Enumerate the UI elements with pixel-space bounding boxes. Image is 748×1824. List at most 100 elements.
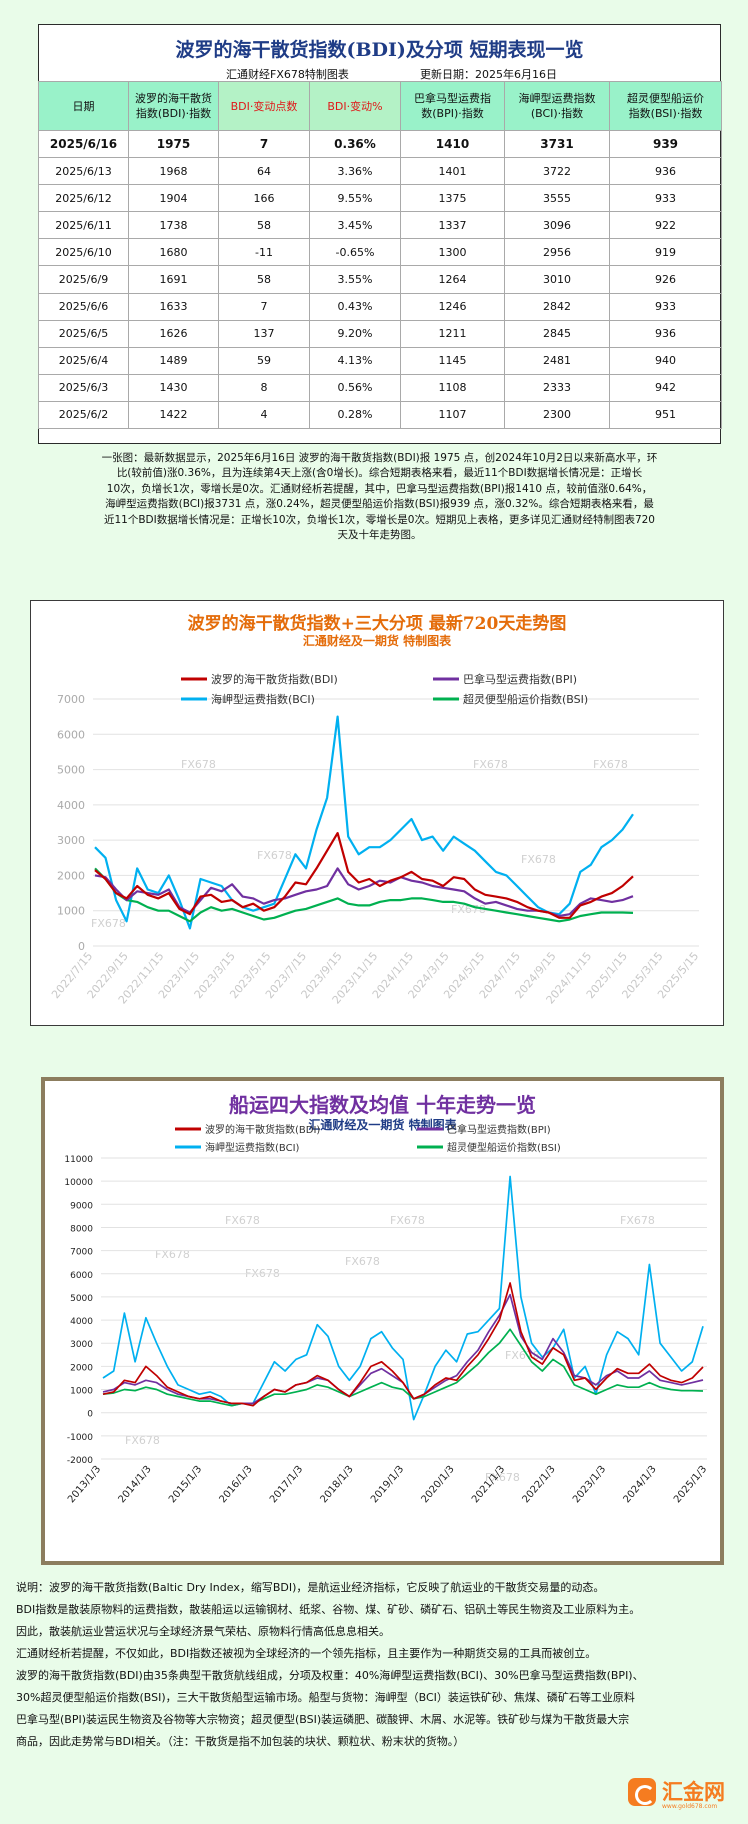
chart2-x-tick-label: 2020/1/3 <box>419 1464 456 1505</box>
footer-paragraph: 波罗的海干散货指数(BDI)由35条典型干散货航线组成，分项及权重：40%海岬型… <box>16 1669 644 1682</box>
table-description: 一张图：最新数据显示，2025年6月16日 波罗的海干散货指数(BDI)报 19… <box>39 429 720 543</box>
table-header-2: BDI·变动点数 <box>218 81 310 131</box>
table-cell: 2025/6/2 <box>38 400 129 430</box>
chart2-y-tick-label: 4000 <box>70 1317 93 1327</box>
chart2-y-tick-label: 5000 <box>70 1294 93 1304</box>
chart1-y-tick-label: 0 <box>78 940 85 953</box>
chart2-y-tick-label: 0 <box>87 1410 93 1420</box>
footer-paragraph: 商品，因此走势常与BDI相关。（注：干散货是指不加包装的块状、颗粒状、粉末状的货… <box>16 1735 465 1748</box>
footer-paragraph: 说明：波罗的海干散货指数(Baltic Dry Index，缩写BDI)，是航运… <box>16 1581 605 1594</box>
table-cell: 1691 <box>128 265 219 294</box>
table-cell: 936 <box>609 319 722 348</box>
table-cell: 166 <box>218 184 310 213</box>
table-cell: 2025/6/6 <box>38 292 129 321</box>
logo-url: www.gold678.com <box>662 1803 718 1810</box>
chart1-watermark: FX678 <box>257 849 292 862</box>
chart2-y-tick-label: 2000 <box>70 1363 93 1373</box>
huijin-logo[interactable]: 汇金网 www.gold678.com <box>622 1772 742 1816</box>
table-cell: 0.56% <box>309 373 401 402</box>
chart1-watermark: FX678 <box>593 758 628 771</box>
table-cell: 2025/6/16 <box>38 129 129 159</box>
table-cell: 7 <box>218 129 310 159</box>
table-cell: 1107 <box>400 400 505 430</box>
table-header-1: 波罗的海干散货 指数(BDI)·指数 <box>128 81 219 131</box>
chart2-watermark: FX678 <box>225 1214 260 1227</box>
table-row: 2025/6/4 1489 59 4.13% 1145 2481 940 <box>38 346 722 375</box>
table-cell: 2300 <box>504 400 610 430</box>
table-cell: 1375 <box>400 184 505 213</box>
table-row: 2025/6/11 1738 58 3.45% 1337 3096 922 <box>38 211 722 240</box>
table-cell: 58 <box>218 265 310 294</box>
table-cell: 942 <box>609 373 722 402</box>
table-cell: 933 <box>609 292 722 321</box>
chart2-svg: FX678 FX678 FX678FX678FX678FX678FX678FX678… <box>64 1123 709 1505</box>
table-cell: 919 <box>609 238 722 267</box>
table-cell: 137 <box>218 319 310 348</box>
table-body: 2025/6/16 1975 7 0.36% 1410 3731 939 2025/6/13 1… <box>38 129 722 430</box>
table-cell: 2025/6/12 <box>38 184 129 213</box>
table-row: 2025/6/10 1680 -11 -0.65% 1300 2956 919 <box>38 238 722 267</box>
table-row: 2025/6/16 1975 7 0.36% 1410 3731 939 <box>38 129 722 159</box>
table-cell: 951 <box>609 400 722 430</box>
chart1-legend-label: 超灵便型船运价指数(BSI) <box>463 692 588 706</box>
table-row: 2025/6/9 1691 58 3.55% 1264 3010 926 <box>38 265 722 294</box>
footer-paragraph: 巴拿马型(BPI)装运民生物资及谷物等大宗物资；超灵便型(BSI)装运磷肥、碳酸… <box>16 1713 630 1726</box>
table-cell: 1422 <box>128 400 219 430</box>
chart2-legend-label: 超灵便型船运价指数(BSI) <box>447 1141 561 1154</box>
table-cell: 1337 <box>400 211 505 240</box>
table-cell: 2333 <box>504 373 610 402</box>
table-header-6: 超灵便型船运价 指数(BSI)·指数 <box>609 81 722 131</box>
chart2-x-tick-label: 2023/1/3 <box>571 1464 608 1505</box>
chart2-y-tick-label: -1000 <box>67 1433 93 1443</box>
table-header-line: 指数(BSI)·指数 <box>628 107 703 120</box>
description-line: 10次，负增长1次，零增长是0次。汇通财经析若提醒，其中，巴拿马型运费指数(BP… <box>106 482 653 495</box>
table-header-line: BDI·变动% <box>327 99 383 113</box>
chart2-legend-label: 巴拿马型运费指数(BPI) <box>447 1123 551 1136</box>
table-cell: 1680 <box>128 238 219 267</box>
chart2-legend-label: 海岬型运费指数(BCI) <box>205 1141 300 1154</box>
table-header-line: 巴拿马型运费指 <box>414 92 491 105</box>
chart2-x-tick-label: 2019/1/3 <box>369 1464 406 1505</box>
chart1-series-line <box>94 832 634 919</box>
chart2-y-tick-label: 3000 <box>70 1340 93 1350</box>
table-cell: 1264 <box>400 265 505 294</box>
table-cell: 7 <box>218 292 310 321</box>
table-header-row: 日期 波罗的海干散货 指数(BDI)·指数 BDI·变动点数 BDI·变动% 巴拿马型运费… <box>38 81 722 131</box>
table-cell: 1489 <box>128 346 219 375</box>
table-cell: 939 <box>609 129 722 159</box>
table-cell: 2025/6/9 <box>38 265 129 294</box>
description-line: 近11个BDI数据增长情况是：正增长10次，负增长1次，零增长是0次。短期见上表… <box>103 513 655 526</box>
table-cell: 1211 <box>400 319 505 348</box>
table-cell: 1108 <box>400 373 505 402</box>
chart2-series-line <box>102 1282 704 1407</box>
table-cell: 1410 <box>400 129 505 159</box>
table-header-line: BDI·变动点数 <box>230 99 298 113</box>
table-header-line: (BCI)·指数 <box>530 107 584 120</box>
table-cell: 1145 <box>400 346 505 375</box>
chart1-y-tick-label: 1000 <box>57 905 85 918</box>
table-cell: 8 <box>218 373 310 402</box>
table-cell: 926 <box>609 265 722 294</box>
table-cell: -0.65% <box>309 238 401 267</box>
table-cell: 3010 <box>504 265 610 294</box>
chart2-x-tick-label: 2013/1/3 <box>66 1464 103 1505</box>
table-cell: 2025/6/3 <box>38 373 129 402</box>
description-line: 一张图：最新数据显示，2025年6月16日 波罗的海干散货指数(BDI)报 19… <box>101 452 658 465</box>
table-row: 2025/6/13 1968 64 3.36% 1401 3722 936 <box>38 157 722 186</box>
footer-paragraph: 汇通财经析若提醒，不仅如此，BDI指数还被视为全球经济的一个领先指标，且主要作为… <box>16 1647 597 1660</box>
chart1-watermark: FX678 <box>451 903 486 916</box>
table-header-3: BDI·变动% <box>309 81 401 131</box>
table-row: 2025/6/3 1430 8 0.56% 1108 2333 942 <box>38 373 722 402</box>
chart2-series-line <box>102 1175 704 1421</box>
chart1-subtitle: 汇通财经及一期货 特制图表 <box>302 634 452 648</box>
description-line: 比(较前值)涨0.36%，且为连续第4天上涨(含0增长)。综合短期表格来看，最近… <box>116 467 643 480</box>
chart2-watermark: FX678 <box>125 1434 160 1447</box>
table-cell: 3.55% <box>309 265 401 294</box>
table-header-0: 日期 <box>38 81 129 131</box>
table-row: 2025/6/5 1626 137 9.20% 1211 2845 936 <box>38 319 722 348</box>
chart2-x-tick-label: 2016/1/3 <box>217 1464 254 1505</box>
chart2-y-tick-label: 1000 <box>70 1387 93 1397</box>
table-cell: 936 <box>609 157 722 186</box>
table-cell: 3555 <box>504 184 610 213</box>
chart2-y-tick-label: 8000 <box>70 1224 93 1234</box>
